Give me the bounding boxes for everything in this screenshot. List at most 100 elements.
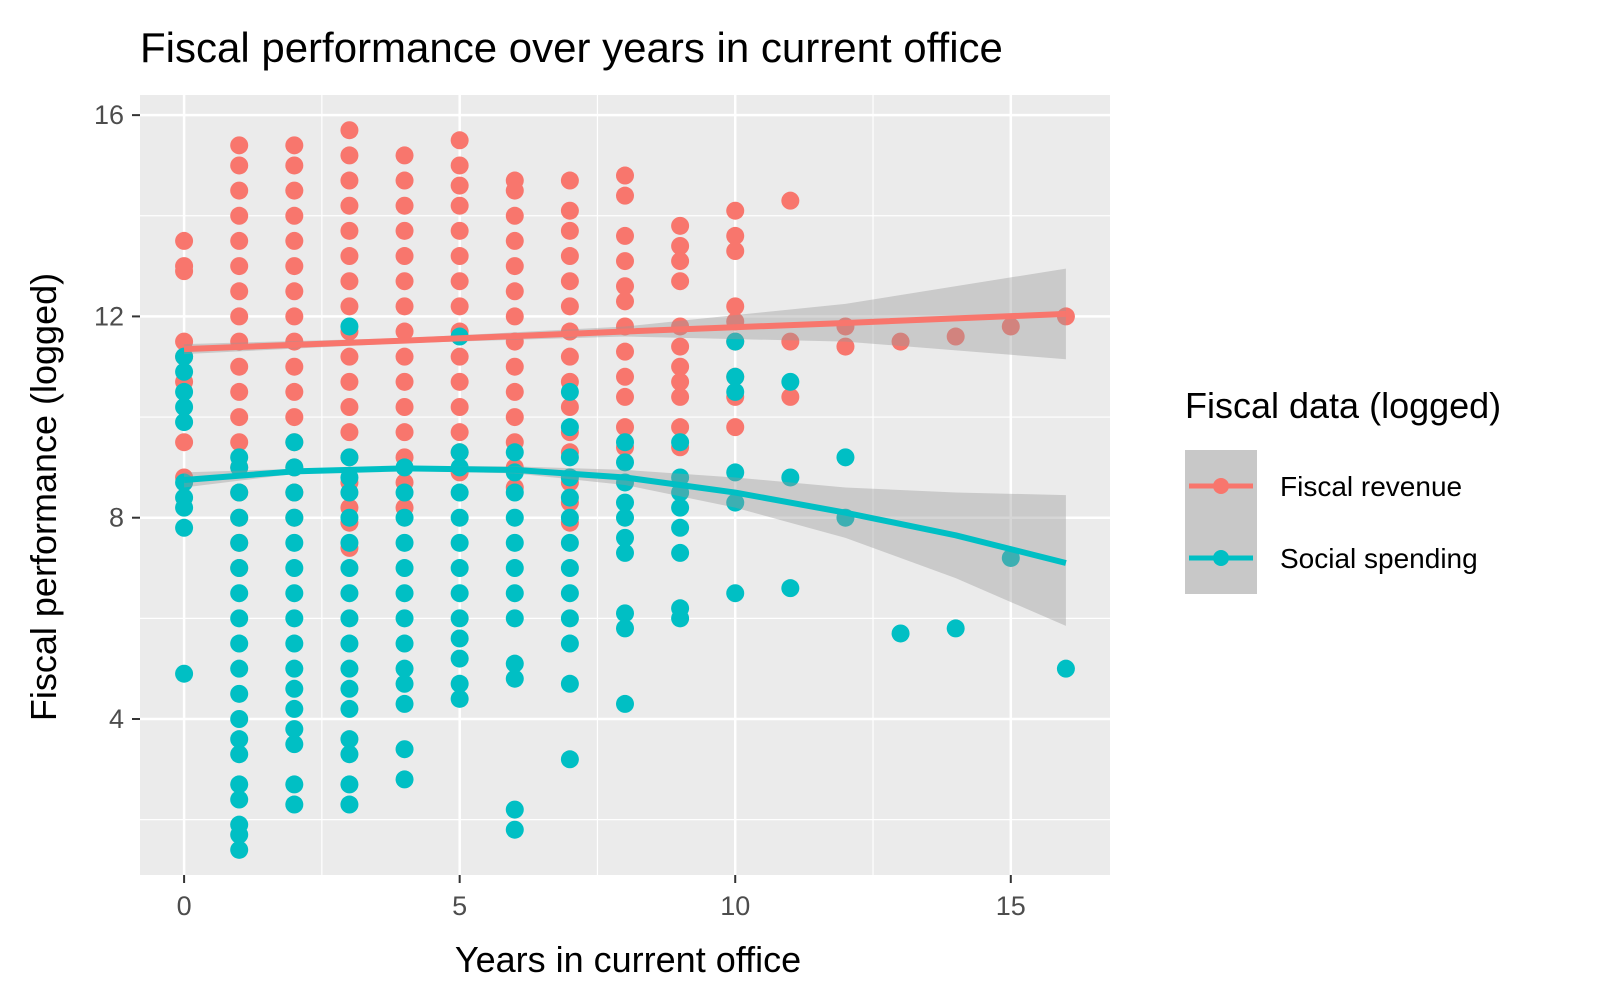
point-social-spending xyxy=(285,775,304,794)
point-social-spending xyxy=(285,609,304,628)
point-fiscal-revenue xyxy=(671,216,690,235)
point-fiscal-revenue xyxy=(450,372,469,391)
point-fiscal-revenue xyxy=(285,181,304,200)
point-social-spending xyxy=(505,820,524,839)
trend-line-social-spending xyxy=(183,465,1067,566)
point-fiscal-revenue xyxy=(395,322,414,341)
point-fiscal-revenue xyxy=(395,398,414,416)
point-fiscal-revenue xyxy=(230,257,249,276)
point-social-spending xyxy=(285,720,304,739)
point-fiscal-revenue xyxy=(560,247,579,266)
point-social-spending xyxy=(450,483,469,502)
legend-title: Fiscal data (logged) xyxy=(1185,385,1501,426)
point-social-spending xyxy=(505,669,524,688)
legend: Fiscal data (logged) Fiscal revenue Soci… xyxy=(1185,385,1501,594)
point-fiscal-revenue xyxy=(616,292,634,311)
point-fiscal-revenue xyxy=(230,408,249,427)
point-fiscal-revenue xyxy=(726,226,745,245)
point-social-spending xyxy=(230,825,249,844)
x-tick-label: 10 xyxy=(720,891,750,921)
point-social-spending xyxy=(450,689,469,708)
point-social-spending xyxy=(450,629,469,648)
point-fiscal-revenue xyxy=(340,297,359,316)
point-fiscal-revenue xyxy=(285,206,304,225)
x-axis-title: Years in current office xyxy=(455,939,801,980)
point-social-spending xyxy=(230,609,249,628)
point-fiscal-revenue xyxy=(505,307,524,326)
point-fiscal-revenue xyxy=(395,247,414,266)
point-fiscal-revenue xyxy=(505,181,524,200)
point-social-spending xyxy=(395,694,414,713)
point-fiscal-revenue xyxy=(395,347,414,366)
point-social-spending xyxy=(395,483,414,502)
y-tick-label: 12 xyxy=(94,301,124,331)
point-social-spending xyxy=(671,518,690,537)
point-social-spending xyxy=(726,493,745,512)
point-fiscal-revenue xyxy=(285,408,304,427)
point-social-spending xyxy=(230,790,249,809)
data-points xyxy=(175,121,1075,859)
point-social-spending xyxy=(230,634,249,653)
point-social-spending xyxy=(340,745,359,764)
point-social-spending xyxy=(230,840,249,859)
point-fiscal-revenue xyxy=(175,262,194,281)
point-fiscal-revenue xyxy=(671,337,690,356)
point-social-spending xyxy=(230,584,249,603)
y-tick-label: 16 xyxy=(94,100,124,130)
point-fiscal-revenue xyxy=(671,357,690,376)
point-fiscal-revenue xyxy=(285,357,304,376)
point-social-spending xyxy=(1001,548,1020,567)
point-fiscal-revenue xyxy=(946,327,965,346)
point-fiscal-revenue xyxy=(285,231,304,250)
point-fiscal-revenue xyxy=(505,206,524,225)
point-social-spending xyxy=(175,347,194,366)
point-fiscal-revenue xyxy=(505,382,524,401)
point-social-spending xyxy=(560,448,579,467)
point-social-spending xyxy=(340,634,359,653)
point-social-spending xyxy=(560,674,579,693)
point-fiscal-revenue xyxy=(230,206,249,225)
y-tick-label: 8 xyxy=(109,503,124,533)
point-social-spending xyxy=(395,559,414,578)
y-tick-label: 4 xyxy=(109,704,124,734)
point-social-spending xyxy=(450,674,469,693)
point-fiscal-revenue xyxy=(616,252,634,271)
point-fiscal-revenue xyxy=(505,231,524,250)
point-fiscal-revenue xyxy=(340,423,359,442)
point-fiscal-revenue xyxy=(230,433,249,452)
trend-lines xyxy=(183,310,1067,566)
point-social-spending xyxy=(560,634,579,653)
point-fiscal-revenue xyxy=(616,226,634,245)
point-social-spending xyxy=(616,694,634,713)
point-social-spending xyxy=(616,619,634,638)
point-social-spending xyxy=(726,332,745,351)
point-fiscal-revenue xyxy=(726,418,745,437)
point-fiscal-revenue xyxy=(340,121,359,140)
point-fiscal-revenue xyxy=(616,418,634,437)
point-social-spending xyxy=(450,609,469,628)
point-social-spending xyxy=(340,317,359,336)
confidence-ribbons xyxy=(184,268,1066,626)
point-social-spending xyxy=(560,533,579,552)
point-social-spending xyxy=(726,382,745,401)
point-fiscal-revenue xyxy=(505,408,524,427)
point-fiscal-revenue xyxy=(285,257,304,276)
point-fiscal-revenue xyxy=(671,272,690,291)
point-social-spending xyxy=(340,775,359,794)
point-fiscal-revenue xyxy=(505,282,524,301)
point-fiscal-revenue xyxy=(395,423,414,442)
point-fiscal-revenue xyxy=(450,176,469,195)
point-fiscal-revenue xyxy=(560,201,579,220)
point-social-spending xyxy=(285,634,304,653)
point-fiscal-revenue xyxy=(230,307,249,326)
point-social-spending xyxy=(230,730,249,749)
point-fiscal-revenue xyxy=(175,231,194,250)
point-social-spending xyxy=(616,433,634,452)
point-social-spending xyxy=(340,559,359,578)
point-fiscal-revenue xyxy=(230,136,249,155)
point-social-spending xyxy=(285,483,304,502)
point-fiscal-revenue xyxy=(230,382,249,401)
point-social-spending xyxy=(230,458,249,477)
point-social-spending xyxy=(726,463,745,482)
